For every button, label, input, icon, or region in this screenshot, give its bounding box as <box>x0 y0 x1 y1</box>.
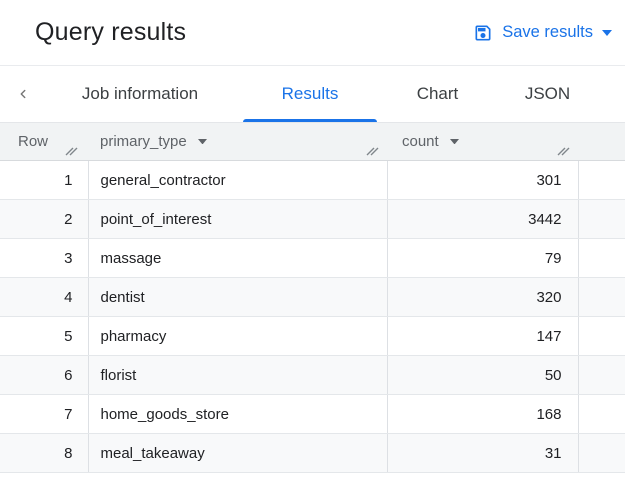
empty-cell <box>578 277 625 317</box>
tab-chart[interactable]: Chart <box>416 84 459 103</box>
column-menu-caret-icon[interactable] <box>449 138 459 145</box>
table-row: 2 point_of_interest 3442 <box>0 199 625 239</box>
row-number-cell: 1 <box>0 160 89 200</box>
count-cell: 31 <box>387 433 579 473</box>
table-row: 1 general_contractor 301 <box>0 160 625 200</box>
table-header-row: Row primary_type <box>0 122 625 161</box>
primary-type-cell: point_of_interest <box>88 199 388 239</box>
results-tabbar: Job information Results Chart JSON <box>0 66 625 122</box>
count-cell: 3442 <box>387 199 579 239</box>
column-header-empty <box>578 122 625 161</box>
empty-cell <box>578 394 625 434</box>
table-row: 5 pharmacy 147 <box>0 316 625 356</box>
primary-type-cell: home_goods_store <box>88 394 388 434</box>
row-number-cell: 4 <box>0 277 89 317</box>
primary-type-cell: dentist <box>88 277 388 317</box>
column-label: Row <box>18 133 49 150</box>
table-row: 7 home_goods_store 168 <box>0 394 625 434</box>
table-row: 3 massage 79 <box>0 238 625 278</box>
primary-type-cell: pharmacy <box>88 316 388 356</box>
count-cell: 320 <box>387 277 579 317</box>
primary-type-cell: general_contractor <box>88 160 388 200</box>
empty-cell <box>578 316 625 356</box>
table-row: 6 florist 50 <box>0 355 625 395</box>
empty-cell <box>578 355 625 395</box>
column-resize-handle-icon[interactable] <box>64 144 78 156</box>
row-number-cell: 8 <box>0 433 89 473</box>
tabs-scroll-left-button[interactable] <box>6 66 40 122</box>
count-cell: 50 <box>387 355 579 395</box>
tabs-container: Job information Results Chart JSON <box>40 66 600 122</box>
column-menu-caret-icon[interactable] <box>197 138 207 145</box>
tab-results[interactable]: Results <box>240 66 380 122</box>
results-header: Query results Save results <box>0 0 625 66</box>
table-row: 4 dentist 320 <box>0 277 625 317</box>
save-results-button[interactable]: Save results <box>473 23 612 43</box>
row-number-cell: 5 <box>0 316 89 356</box>
primary-type-cell: massage <box>88 238 388 278</box>
dropdown-caret-icon <box>602 29 612 36</box>
table-row: 8 meal_takeaway 31 <box>0 433 625 473</box>
page-title: Query results <box>35 18 187 46</box>
empty-cell <box>578 199 625 239</box>
empty-cell <box>578 160 625 200</box>
primary-type-cell: meal_takeaway <box>88 433 388 473</box>
row-number-cell: 2 <box>0 199 89 239</box>
row-number-cell: 3 <box>0 238 89 278</box>
save-results-label: Save results <box>502 23 593 41</box>
tab-job-information[interactable]: Job information <box>81 84 199 103</box>
results-table: Row primary_type <box>0 122 625 473</box>
count-cell: 79 <box>387 238 579 278</box>
column-header-row: Row <box>0 122 88 161</box>
column-resize-handle-icon[interactable] <box>556 144 570 156</box>
count-cell: 168 <box>387 394 579 434</box>
tab-json[interactable]: JSON <box>524 84 571 103</box>
save-icon <box>475 25 491 40</box>
column-header-primary-type: primary_type <box>88 122 387 161</box>
row-number-cell: 7 <box>0 394 89 434</box>
column-label: primary_type <box>100 133 187 150</box>
count-cell: 147 <box>387 316 579 356</box>
column-header-count: count <box>387 122 578 161</box>
column-label: count <box>402 133 439 150</box>
empty-cell <box>578 433 625 473</box>
empty-cell <box>578 238 625 278</box>
chevron-left-icon <box>20 89 26 99</box>
column-resize-handle-icon[interactable] <box>365 144 379 156</box>
row-number-cell: 6 <box>0 355 89 395</box>
count-cell: 301 <box>387 160 579 200</box>
primary-type-cell: florist <box>88 355 388 395</box>
